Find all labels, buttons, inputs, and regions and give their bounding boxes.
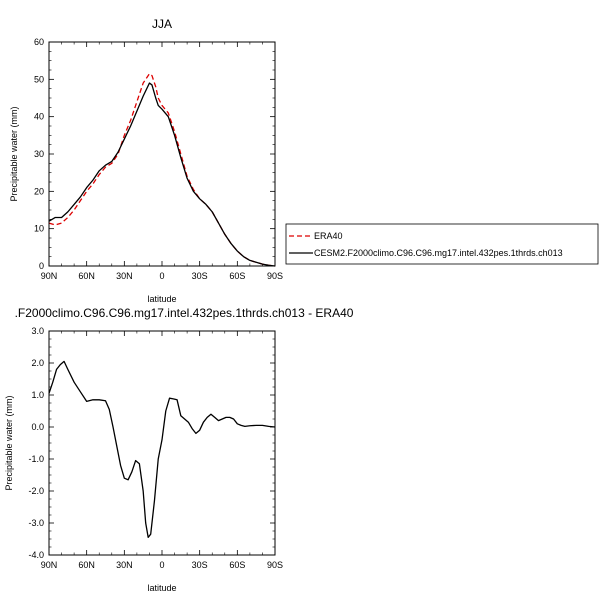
bottom-x-tick-label: 60S bbox=[229, 560, 245, 570]
top-y-tick-label: 20 bbox=[34, 186, 44, 196]
top-panel: JJA 90N 60N 30N 0 30S 60S 90S 0 10 20 30 40 50 60 lat… bbox=[9, 17, 283, 304]
bottom-y-tick-label: 0.0 bbox=[31, 422, 44, 432]
bottom-x-tick-label: 90S bbox=[267, 560, 283, 570]
top-y-tick-label: 30 bbox=[34, 149, 44, 159]
bottom-chart-title: .F2000climo.C96.C96.mg17.intel.432pes.1t… bbox=[15, 306, 354, 320]
legend-entry-cesm2: CESM2.F2000climo.C96.C96.mg17.intel.432p… bbox=[314, 248, 563, 258]
top-x-tick-label: 60S bbox=[229, 271, 245, 281]
bottom-series-line-0 bbox=[48, 360, 276, 539]
bottom-x-tick-label: 30S bbox=[192, 560, 208, 570]
bottom-plot-frame bbox=[48, 330, 276, 556]
top-x-tick-label: 90N bbox=[41, 271, 58, 281]
bottom-x-axis-label: latitude bbox=[147, 583, 176, 593]
legend-entry-era40: ERA40 bbox=[314, 231, 343, 241]
bottom-plot-area: 90N 60N 30N 0 30S 60S 90S -4.0 -3.0 -2.0 -1.0 0.0 1.… bbox=[28, 326, 283, 570]
bottom-y-tick-label: 3.0 bbox=[31, 326, 44, 336]
top-plot-frame bbox=[48, 41, 276, 267]
top-x-tick-label: 60N bbox=[78, 271, 95, 281]
top-series-line-1 bbox=[48, 82, 276, 267]
bottom-x-tick-label: 0 bbox=[159, 560, 164, 570]
bottom-y-axis-label: Precipitable water (mm) bbox=[4, 395, 14, 490]
bottom-panel: .F2000climo.C96.C96.mg17.intel.432pes.1t… bbox=[4, 306, 354, 593]
top-x-tick-label: 0 bbox=[159, 271, 164, 281]
top-y-axis-label: Precipitable water (mm) bbox=[9, 106, 19, 201]
bottom-y-tick-label: -3.0 bbox=[28, 518, 44, 528]
top-plot-area: 90N 60N 30N 0 30S 60S 90S 0 10 20 30 40 50 60 bbox=[34, 37, 283, 281]
legend-frame bbox=[285, 223, 599, 265]
bottom-y-tick-label: -1.0 bbox=[28, 454, 44, 464]
top-y-tick-label: 0 bbox=[39, 261, 44, 271]
top-series-line-0 bbox=[48, 73, 276, 267]
bottom-y-tick-label: 2.0 bbox=[31, 358, 44, 368]
bottom-x-tick-label: 30N bbox=[116, 560, 133, 570]
bottom-x-tick-label: 90N bbox=[41, 560, 58, 570]
top-x-axis-label: latitude bbox=[147, 294, 176, 304]
top-y-tick-label: 50 bbox=[34, 74, 44, 84]
top-chart-title: JJA bbox=[152, 17, 172, 31]
top-x-tick-label: 30N bbox=[116, 271, 133, 281]
bottom-x-tick-label: 60N bbox=[78, 560, 95, 570]
bottom-y-tick-label: -2.0 bbox=[28, 486, 44, 496]
legend: ERA40 CESM2.F2000climo.C96.C96.mg17.inte… bbox=[285, 223, 599, 265]
top-y-tick-label: 60 bbox=[34, 37, 44, 47]
top-x-tick-label: 30S bbox=[192, 271, 208, 281]
bottom-y-tick-label: 1.0 bbox=[31, 390, 44, 400]
top-y-tick-label: 40 bbox=[34, 112, 44, 122]
top-x-tick-label: 90S bbox=[267, 271, 283, 281]
bottom-y-tick-label: -4.0 bbox=[28, 550, 44, 560]
top-y-tick-label: 10 bbox=[34, 224, 44, 234]
